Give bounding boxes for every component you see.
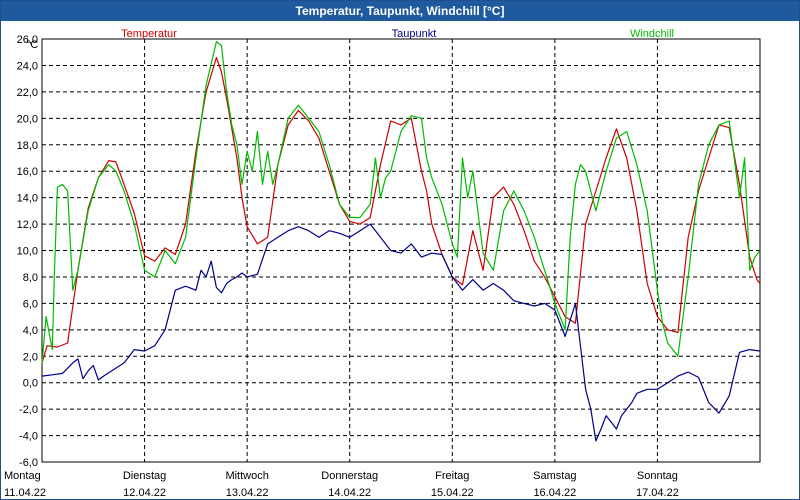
- x-tick-date-label: 11.04.22: [4, 487, 46, 499]
- y-tick-label: 20,0: [17, 113, 38, 125]
- y-tick-label: 14,0: [17, 193, 38, 205]
- grid-lines: [42, 39, 760, 462]
- x-tick-day-label: Montag: [4, 470, 41, 482]
- x-tick-day-label: Samstag: [533, 470, 576, 482]
- series-line-taupunkt: [41, 223, 761, 442]
- legend-entry-temperatur: Temperatur: [121, 28, 177, 40]
- y-tick-label: 24,0: [17, 60, 38, 72]
- legend-entry-windchill: Windchill: [630, 28, 674, 40]
- chart-canvas: 26,0 24,0 22,0 20,0 18,0 16,0 14,0 12,0 10,0 8,0 6…: [4, 28, 761, 499]
- y-tick-label: 26,0: [17, 34, 38, 46]
- y-tick-label: 16,0: [17, 166, 38, 178]
- x-axis-ticks: Montag 11.04.22 Dienstag 12.04.22 Mittwoch 13…: [4, 470, 679, 499]
- legend: Temperatur Taupunkt Windchill: [121, 28, 674, 40]
- y-tick-label: 4,0: [23, 325, 38, 337]
- y-tick-label: 0,0: [23, 378, 38, 390]
- series-lines: [41, 41, 761, 442]
- x-tick-date-label: 16.04.22: [533, 487, 576, 499]
- series-line-windchill: [41, 41, 761, 363]
- y-tick-label: 12,0: [17, 219, 38, 231]
- y-tick-label: 22,0: [17, 87, 38, 99]
- y-tick-label: 2,0: [23, 351, 38, 363]
- y-tick-label: -6,0: [19, 457, 38, 469]
- x-tick-date-label: 14.04.22: [328, 487, 371, 499]
- x-tick-date-label: 15.04.22: [431, 487, 474, 499]
- x-tick-date-label: 17.04.22: [636, 487, 679, 499]
- y-tick-label: 10,0: [17, 246, 38, 258]
- y-tick-label: -2,0: [19, 404, 38, 416]
- chart-title: Temperatur, Taupunkt, Windchill [°C]: [1, 1, 799, 21]
- y-tick-label: 8,0: [23, 272, 38, 284]
- y-tick-label: 18,0: [17, 140, 38, 152]
- x-tick-day-label: Donnerstag: [321, 470, 378, 482]
- y-tick-label: -4,0: [19, 431, 38, 443]
- x-tick-day-label: Mittwoch: [225, 470, 268, 482]
- x-tick-date-label: 12.04.22: [123, 487, 166, 499]
- x-tick-day-label: Freitag: [435, 470, 469, 482]
- y-axis-ticks: 26,0 24,0 22,0 20,0 18,0 16,0 14,0 12,0 10,0 8,0 6…: [17, 34, 38, 469]
- y-tick-label: 6,0: [23, 298, 38, 310]
- x-tick-day-label: Dienstag: [123, 470, 166, 482]
- y-axis-unit-label: °C: [26, 39, 38, 51]
- x-tick-date-label: 13.04.22: [226, 487, 269, 499]
- series-line-temperatur: [41, 56, 761, 364]
- x-tick-day-label: Sonntag: [637, 470, 678, 482]
- legend-entry-taupunkt: Taupunkt: [392, 28, 437, 40]
